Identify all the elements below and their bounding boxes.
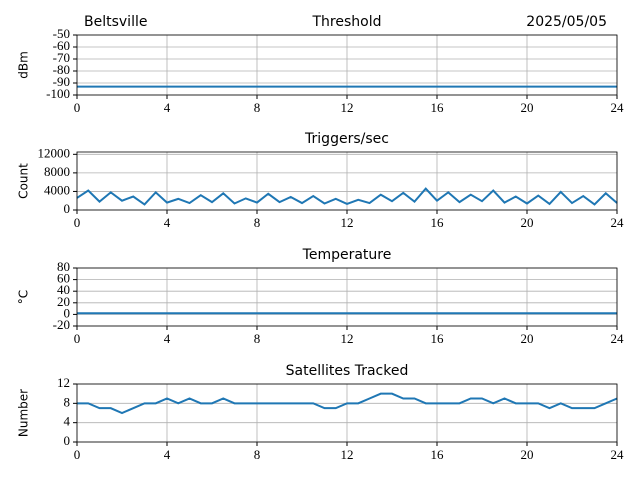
y-tick-label: 40	[57, 282, 70, 297]
y-axis-label: Number	[17, 389, 31, 437]
y-tick-label: 60	[57, 271, 70, 286]
x-tick-label: 4	[164, 447, 171, 462]
plot-frame	[76, 267, 618, 327]
y-tick-label: 0	[64, 201, 71, 216]
x-tick-label: 8	[254, 215, 261, 230]
y-tick-label: -80	[53, 62, 70, 77]
y-tick-label: -60	[53, 38, 70, 53]
date-label: 2025/05/05	[526, 14, 607, 30]
x-tick-label: 12	[341, 331, 354, 346]
x-tick-label: 8	[254, 447, 261, 462]
y-tick-label: 12000	[38, 145, 71, 160]
x-tick-label: 8	[254, 331, 261, 346]
y-tick-label: 12	[57, 375, 70, 390]
plot-frame	[76, 34, 618, 96]
plot-frame	[76, 151, 618, 211]
x-tick-label: 0	[74, 215, 81, 230]
y-tick-label: -70	[53, 50, 70, 65]
y-tick-label: -20	[53, 317, 70, 332]
chart-title: Threshold	[312, 14, 382, 30]
y-tick-label: 4000	[44, 182, 70, 197]
x-tick-label: 4	[164, 100, 171, 115]
chart-title: Temperature	[302, 247, 392, 263]
x-tick-label: 16	[431, 215, 445, 230]
y-axis-label: dBm	[17, 51, 31, 79]
y-tick-label: -100	[46, 86, 70, 101]
x-tick-label: 4	[164, 331, 171, 346]
x-tick-label: 12	[341, 100, 354, 115]
x-tick-label: 24	[611, 447, 625, 462]
x-tick-label: 24	[611, 331, 625, 346]
y-tick-label: 8	[64, 394, 71, 409]
y-tick-label: 0	[64, 305, 71, 320]
x-tick-label: 8	[254, 100, 261, 115]
location-label: Beltsville	[84, 14, 147, 30]
y-tick-label: 8000	[44, 164, 70, 179]
x-tick-label: 20	[521, 331, 534, 346]
y-tick-label: 0	[64, 433, 71, 448]
plot-frame	[76, 383, 618, 443]
x-tick-label: 0	[74, 331, 81, 346]
x-tick-label: 12	[341, 447, 354, 462]
x-tick-label: 0	[74, 100, 81, 115]
y-tick-label: -50	[53, 26, 70, 41]
x-tick-label: 24	[611, 100, 625, 115]
x-tick-label: 16	[431, 100, 445, 115]
y-tick-label: 20	[57, 294, 70, 309]
y-axis-label: °C	[17, 290, 31, 304]
chart-title: Triggers/sec	[304, 131, 389, 147]
x-tick-label: 12	[341, 215, 354, 230]
x-tick-label: 16	[431, 447, 445, 462]
x-tick-label: 16	[431, 331, 445, 346]
x-tick-label: 20	[521, 447, 534, 462]
data-line	[77, 392, 618, 415]
data-line	[76, 187, 618, 206]
x-tick-label: 20	[521, 100, 534, 115]
x-tick-label: 4	[164, 215, 171, 230]
y-axis-label: Count	[17, 163, 31, 199]
y-tick-label: 80	[57, 259, 70, 274]
chart-title: Satellites Tracked	[286, 363, 409, 379]
y-tick-label: -90	[53, 74, 70, 89]
x-tick-label: 20	[521, 215, 534, 230]
x-tick-label: 0	[74, 447, 81, 462]
y-tick-label: 4	[64, 414, 71, 429]
x-tick-label: 24	[611, 215, 625, 230]
